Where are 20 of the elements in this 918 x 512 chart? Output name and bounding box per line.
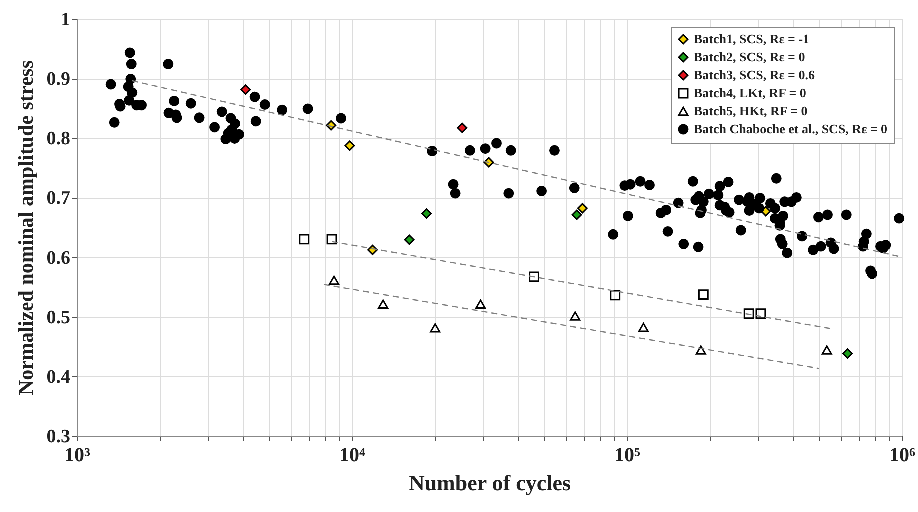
- x-tick-label: 10⁵: [614, 444, 640, 466]
- y-tick-label: 0.6: [46, 248, 70, 269]
- y-tick-label: 0.7: [46, 188, 71, 210]
- legend-label: Batch2, SCS, Rε = 0: [694, 50, 806, 64]
- legend-label: Batch3, SCS, Rε = 0.6: [694, 68, 816, 82]
- x-tick-label: 10⁶: [890, 444, 916, 466]
- y-axis-title: Normalized nominal amplitude stress: [14, 60, 38, 396]
- legend-label: Batch5, HKt, RF = 0: [694, 104, 808, 118]
- y-tick-label: 1: [61, 10, 70, 30]
- y-tick-label: 0.3: [46, 426, 70, 448]
- y-tick-label: 0.4: [46, 366, 71, 388]
- legend-label: Batch1, SCS, Rε = -1: [694, 32, 810, 46]
- legend-label: Batch4, LKt, RF = 0: [694, 86, 806, 100]
- x-axis-title: Number of cycles: [408, 470, 572, 496]
- x-tick-label: 10³: [64, 444, 90, 466]
- legend-label: Batch Chaboche et al., SCS, Rε = 0: [694, 122, 888, 136]
- y-tick-label: 0.8: [46, 128, 70, 150]
- y-tick-label: 0.9: [46, 69, 70, 90]
- y-tick-label: 0.5: [46, 307, 70, 328]
- x-tick-label: 10⁴: [340, 444, 366, 466]
